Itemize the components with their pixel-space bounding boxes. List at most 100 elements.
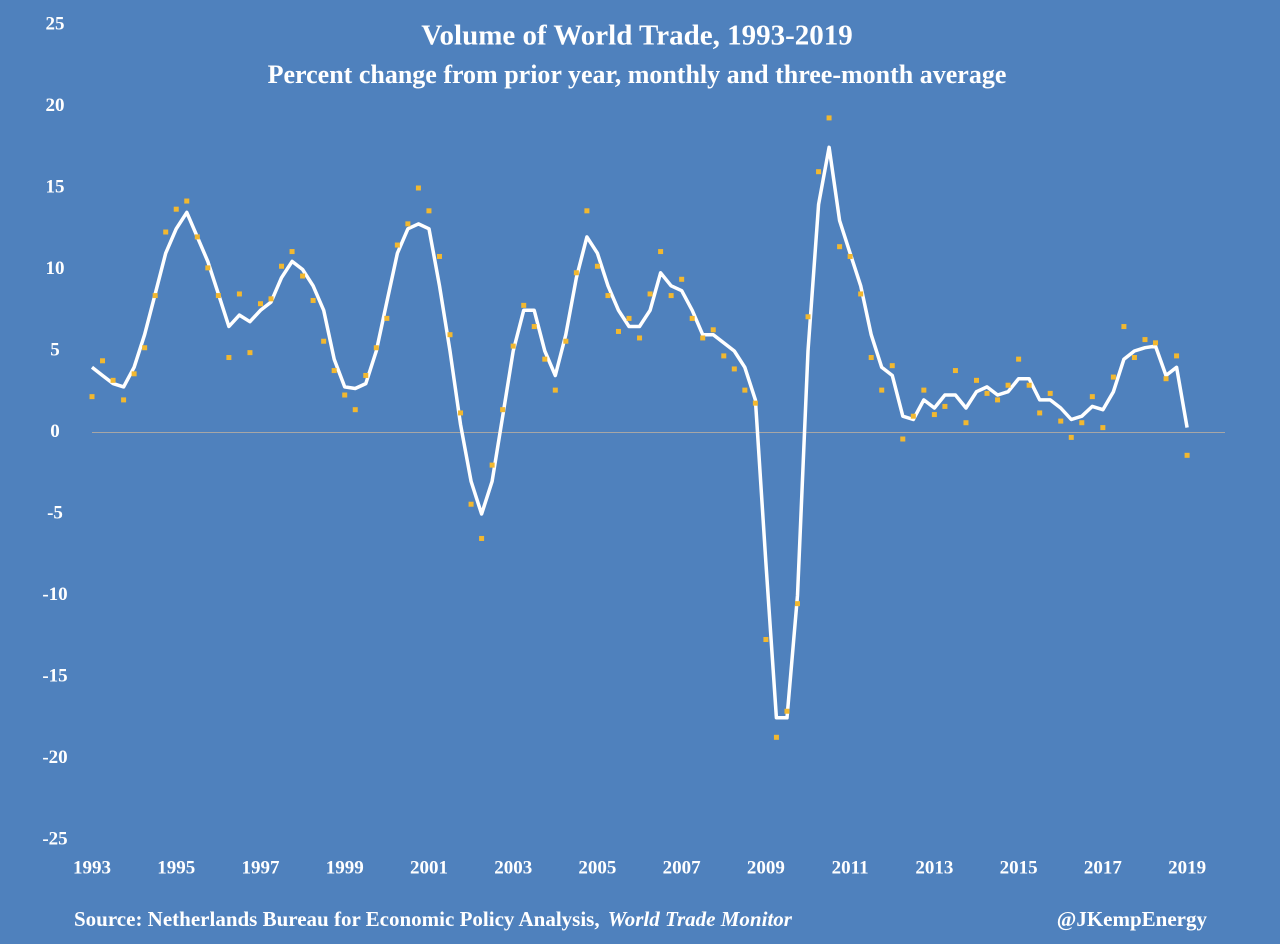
monthly-dot — [310, 297, 316, 303]
monthly-dot — [257, 301, 263, 307]
average-line — [90, 145, 1189, 720]
monthly-dot — [215, 293, 221, 299]
monthly-dot — [679, 276, 685, 282]
monthly-dot — [658, 249, 664, 255]
monthly-dot — [1079, 420, 1085, 426]
x-tick-label: 1997 — [241, 857, 280, 878]
monthly-dot — [415, 185, 421, 191]
monthly-dot — [405, 221, 411, 227]
monthly-dot — [100, 358, 106, 364]
monthly-dot — [689, 315, 695, 321]
credit: @JKempEnergy — [1057, 907, 1208, 931]
monthly-dot — [816, 169, 822, 175]
monthly-dot — [152, 293, 158, 299]
x-tick-label: 1995 — [157, 857, 195, 878]
monthly-dot — [489, 462, 495, 468]
monthly-dot — [552, 387, 558, 393]
y-tick-label: -5 — [47, 502, 63, 523]
monthly-dot — [384, 315, 390, 321]
monthly-dot — [1100, 425, 1106, 431]
monthly-dot — [205, 265, 211, 271]
source-italic: World Trade Monitor — [608, 907, 793, 931]
chart-subtitle: Percent change from prior year, monthly … — [268, 60, 1007, 89]
monthly-dot — [1058, 418, 1064, 424]
monthly-dot — [879, 387, 885, 393]
monthly-dot — [1068, 434, 1074, 440]
y-tick-label: -25 — [42, 828, 67, 849]
monthly-dot — [931, 412, 937, 418]
monthly-dot — [794, 601, 800, 607]
monthly-dot — [342, 392, 348, 398]
monthly-dot — [300, 273, 306, 279]
monthly-dot — [1047, 390, 1053, 396]
monthly-dot — [847, 253, 853, 259]
monthly-dot — [900, 436, 906, 442]
y-tick-label: 25 — [46, 13, 65, 34]
monthly-dot — [1121, 324, 1127, 330]
monthly-dot — [426, 208, 432, 214]
x-tick-label: 2019 — [1168, 857, 1206, 878]
monthly-dot — [984, 390, 990, 396]
monthly-dot — [184, 198, 190, 204]
y-tick-label: 15 — [46, 176, 65, 197]
monthly-dot — [1110, 374, 1116, 380]
monthly-dot — [279, 263, 285, 269]
x-tick-label: 2013 — [915, 857, 953, 878]
monthly-dot — [594, 263, 600, 269]
monthly-dot — [1142, 337, 1148, 343]
monthly-dot — [142, 345, 148, 351]
monthly-dot — [858, 291, 864, 297]
monthly-dot — [626, 315, 632, 321]
monthly-dot — [373, 345, 379, 351]
monthly-dot — [942, 403, 948, 409]
y-tick-label: -15 — [42, 665, 67, 686]
monthly-dot — [458, 410, 464, 416]
monthly-dot — [468, 501, 474, 507]
monthly-dot — [584, 208, 590, 214]
monthly-dot — [121, 397, 127, 403]
monthly-dot — [352, 407, 358, 413]
monthly-dot — [131, 371, 137, 377]
monthly-dot — [837, 244, 843, 250]
x-tick-label: 1993 — [73, 857, 111, 878]
monthly-dot — [363, 372, 369, 378]
monthly-dot — [89, 394, 95, 400]
monthly-dot — [700, 335, 706, 341]
monthly-dot — [247, 350, 253, 356]
x-tick-label: 2011 — [832, 857, 869, 878]
monthly-dot — [784, 708, 790, 714]
y-tick-label: 5 — [50, 339, 60, 360]
x-tick-label: 2005 — [578, 857, 616, 878]
monthly-dot — [973, 377, 979, 383]
monthly-dot — [194, 234, 200, 240]
monthly-dot — [573, 270, 579, 276]
y-tick-label: 0 — [50, 421, 60, 442]
monthly-dot — [331, 368, 337, 374]
monthly-dot — [647, 291, 653, 297]
y-tick-label: -20 — [42, 747, 67, 768]
monthly-dot — [889, 363, 895, 369]
monthly-dot — [721, 353, 727, 359]
monthly-dot — [447, 332, 453, 338]
monthly-dot — [1089, 394, 1095, 400]
monthly-dot — [563, 338, 569, 344]
x-tick-label: 2007 — [663, 857, 702, 878]
monthly-dot — [805, 314, 811, 320]
x-tick-label: 2015 — [1000, 857, 1038, 878]
monthly-dot — [1153, 340, 1159, 346]
monthly-dot — [773, 734, 779, 740]
monthly-dot — [268, 296, 274, 302]
monthly-dot — [910, 413, 916, 419]
monthly-dot — [1005, 382, 1011, 388]
y-tick-label: 20 — [46, 95, 65, 116]
monthly-dot — [637, 335, 643, 341]
x-tick-label: 2003 — [494, 857, 532, 878]
x-tick-label: 2009 — [747, 857, 785, 878]
monthly-dot — [479, 535, 485, 541]
monthly-dot — [163, 229, 169, 235]
monthly-dot — [436, 253, 442, 259]
monthly-dot — [531, 324, 537, 330]
